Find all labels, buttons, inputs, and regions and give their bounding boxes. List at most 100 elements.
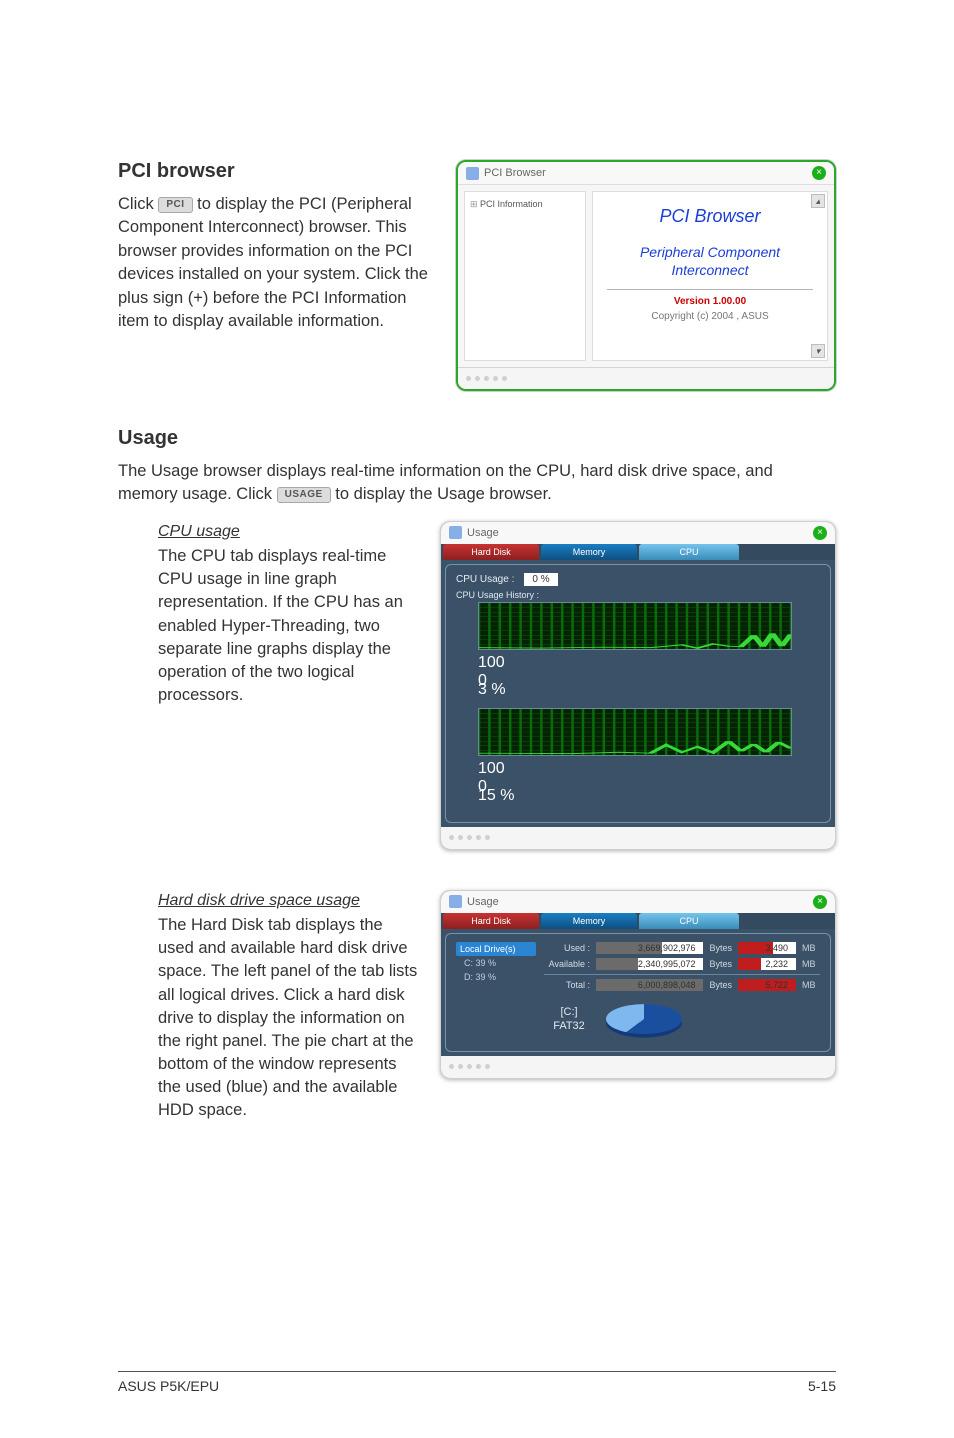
tab-cpu[interactable]: CPU [639,913,739,929]
footer-dot [467,1064,472,1069]
pci-content: ▴ PCI Browser Peripheral Component Inter… [592,191,828,361]
hd-row: Used : 3,669,902,976 Bytes 3,490 MB [544,942,820,954]
scroll-down-icon[interactable]: ▾ [811,344,825,358]
hd-mb-unit: MB [802,959,820,969]
hd-mb-bar: 2,232 [738,958,796,970]
usage-titlebar: Usage × [441,522,835,544]
cpu-graph-1 [478,602,792,650]
usage-title: Usage [467,896,499,908]
cpu-text: The CPU tab displays real-time CPU usage… [158,547,403,704]
drive-item[interactable]: C: 39 % [456,956,536,970]
usage-tabs: Hard Disk Memory CPU [441,913,835,929]
app-icon [449,895,462,908]
footer-dot [458,1064,463,1069]
hdd-usage-window: Usage × Hard Disk Memory CPU Local Drive… [440,890,836,1079]
usage-footer [441,827,835,849]
hd-row-label: Used : [544,943,590,953]
pci-content-title: PCI Browser [599,206,821,227]
hd-bytes-bar: 3,669,902,976 [596,942,703,954]
hdd-usage-block: Hard disk drive space usage The Hard Dis… [158,890,836,1122]
usage-intro: The Usage browser displays real-time inf… [118,460,836,507]
hd-row: Available : 2,340,995,072 Bytes 2,232 MB [544,958,820,970]
footer-dot [466,376,471,381]
cpu-history-label: CPU Usage History : [456,590,820,600]
hd-row-label: Available : [544,959,590,969]
cpu-usage-block: CPU usage The CPU tab displays real-time… [158,521,836,850]
pie-label: [C:] FAT32 [544,1005,594,1034]
y-tick: 100 [478,654,792,672]
drive-item[interactable]: D: 39 % [456,970,536,984]
footer-dot [467,835,472,840]
footer-left: ASUS P5K/EPU [118,1378,219,1394]
hdd-text: The Hard Disk tab displays the used and … [158,916,417,1119]
tab-cpu[interactable]: CPU [639,544,739,560]
pie-drive: [C:] [560,1006,577,1018]
pie-chart [606,1004,682,1034]
tab-memory[interactable]: Memory [541,913,637,929]
cpu-usage-window: Usage × Hard Disk Memory CPU CPU Usage :… [440,521,836,850]
app-icon [449,526,462,539]
hd-row: Total : 6,000,898,048 Bytes 5,722 MB [544,979,820,991]
usage-section: Usage The Usage browser displays real-ti… [118,427,836,1122]
hd-mb-bar: 3,490 [738,942,796,954]
usage-heading: Usage [118,427,836,450]
usage-footer [441,1056,835,1078]
hd-row-label: Total : [544,980,590,990]
close-icon[interactable]: × [812,166,826,180]
hd-bytes-unit: Bytes [709,980,732,990]
hd-bytes-unit: Bytes [709,943,732,953]
footer-dot [476,1064,481,1069]
separator [544,974,820,975]
pci-footer [458,367,834,389]
footer-dot [484,376,489,381]
footer-right: 5-15 [808,1378,836,1394]
footer-dot [475,376,480,381]
cpu-subtitle: CPU usage [158,521,420,543]
drive-list: Local Drive(s) C: 39 % D: 39 % [456,942,536,1043]
hd-bytes-unit: Bytes [709,959,732,969]
usage-tabs: Hard Disk Memory CPU [441,544,835,560]
hdd-panel: Local Drive(s) C: 39 % D: 39 % Used : 3,… [445,933,831,1052]
tab-hard-disk[interactable]: Hard Disk [443,913,539,929]
pci-copyright: Copyright (c) 2004 , ASUS [599,311,821,322]
hd-mb-bar: 5,722 [738,979,796,991]
hd-bytes-bar: 6,000,898,048 [596,979,703,991]
footer-dot [485,835,490,840]
pci-version: Version 1.00.00 [599,289,821,307]
pci-body: Click PCI to display the PCI (Peripheral… [118,193,438,334]
footer-dot [493,376,498,381]
usage-intro-p2: to display the Usage browser. [335,485,551,503]
hdd-subtitle: Hard disk drive space usage [158,890,420,912]
tab-hard-disk[interactable]: Hard Disk [443,544,539,560]
footer-dot [476,835,481,840]
pie-fs: FAT32 [553,1020,585,1032]
usage-icon: USAGE [277,487,331,503]
pci-browser-section: PCI browser Click PCI to display the PCI… [118,160,836,391]
page-footer: ASUS P5K/EPU 5-15 [118,1371,836,1394]
scroll-up-icon[interactable]: ▴ [811,194,825,208]
drive-list-header: Local Drive(s) [456,942,536,956]
cpu-usage-value: 0 % [524,573,557,586]
hd-mb-unit: MB [802,943,820,953]
pci-body-p2: to display the PCI (Peripheral Component… [118,195,428,330]
pci-icon: PCI [158,197,192,213]
graph-pct: 3 % [478,681,792,699]
tab-memory[interactable]: Memory [541,544,637,560]
pci-tree-item[interactable]: PCI Information [470,199,580,210]
footer-dot [458,835,463,840]
close-icon[interactable]: × [813,895,827,909]
pci-heading: PCI browser [118,160,438,183]
app-icon [466,167,479,180]
footer-dot [485,1064,490,1069]
footer-dot [502,376,507,381]
close-icon[interactable]: × [813,526,827,540]
pci-content-sub1: Peripheral Component [640,244,780,260]
cpu-graph-2 [478,708,792,756]
footer-dot [449,835,454,840]
pci-tree[interactable]: PCI Information [464,191,586,361]
y-tick: 100 [478,760,792,778]
cpu-usage-label: CPU Usage : [456,574,514,585]
usage-title: Usage [467,527,499,539]
cpu-panel: CPU Usage : 0 % CPU Usage History : 1000… [445,564,831,823]
hd-bytes-bar: 2,340,995,072 [596,958,703,970]
